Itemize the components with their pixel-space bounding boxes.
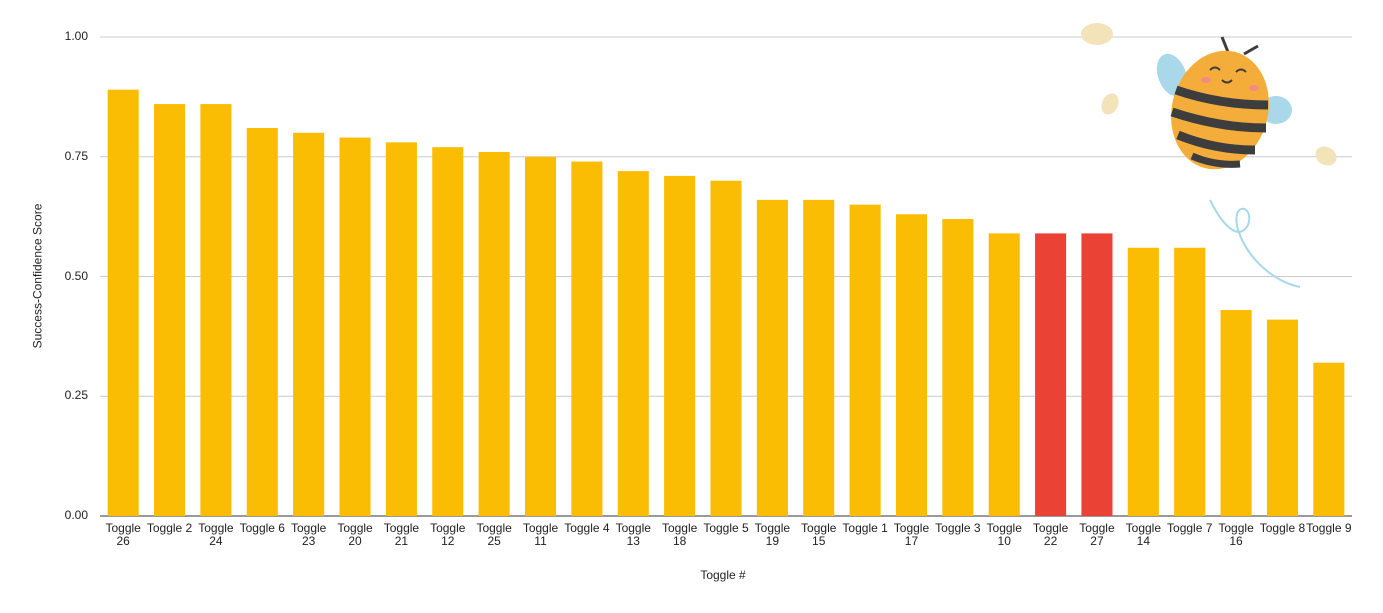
x-tick-label: Toggle 18: [661, 521, 698, 548]
x-tick-label: Toggle 20: [337, 521, 373, 548]
x-tick-label: Toggle 21: [383, 521, 420, 548]
y-tick-label: 0.50: [64, 268, 88, 283]
bar: [432, 147, 464, 517]
bar: [200, 104, 232, 516]
x-tick-label: Toggle 23: [290, 521, 327, 548]
bar: [339, 137, 371, 516]
bar: [293, 132, 325, 517]
bar: [1174, 247, 1206, 516]
bar: [1127, 247, 1159, 516]
bar: [756, 199, 788, 517]
bar: [849, 204, 881, 516]
y-tick-label: 0.25: [64, 388, 88, 403]
x-tick-label: Toggle 4: [564, 521, 610, 535]
y-tick-label: 1.00: [64, 29, 88, 43]
x-tick-label: Toggle 1: [842, 521, 888, 535]
bee-illustration: [1081, 23, 1337, 288]
x-tick-label: Toggle 2: [146, 521, 193, 535]
x-tick-label: Toggle 5: [703, 521, 749, 535]
bar: [1081, 233, 1113, 516]
x-tick-label: Toggle 24: [198, 521, 234, 548]
bar: [803, 199, 835, 517]
x-tick-label: Toggle 16: [1218, 521, 1254, 548]
bar: [571, 161, 603, 517]
x-tick-label: Toggle 17: [893, 521, 930, 548]
bar: [710, 180, 742, 516]
x-tick-label: Toggle 3: [935, 521, 981, 535]
bar: [107, 89, 139, 516]
bar: [664, 175, 696, 516]
bar: [1035, 233, 1067, 516]
x-tick-label: Toggle 13: [615, 521, 651, 548]
x-tick-label: Toggle 11: [522, 521, 559, 548]
bar: [942, 219, 974, 516]
x-tick-label: Toggle 22: [1032, 521, 1069, 548]
bar: [1266, 319, 1298, 516]
x-tick-label: Toggle 15: [801, 521, 837, 548]
bar: [617, 171, 649, 516]
y-tick-label: 0.75: [64, 148, 88, 163]
y-tick-label: 0.00: [64, 508, 88, 522]
bar: [895, 214, 928, 517]
bar: [1220, 310, 1252, 516]
bar: [1313, 362, 1345, 516]
x-tick-label: Toggle 27: [1079, 521, 1115, 548]
x-tick-label: Toggle 12: [430, 521, 466, 548]
bar: [478, 151, 510, 516]
bar: [988, 233, 1020, 516]
x-tick-label: Toggle 9: [1306, 521, 1352, 535]
bar: [246, 128, 278, 516]
x-tick-label: Toggle 6: [239, 521, 285, 535]
x-tick-label: Toggle 7: [1167, 521, 1213, 535]
x-axis-title: Toggle #: [700, 568, 746, 582]
x-tick-label: Toggle 14: [1125, 521, 1162, 548]
x-tick-label: Toggle 25: [476, 521, 512, 548]
x-tick-label: Toggle 26: [105, 521, 141, 548]
bar: [385, 142, 417, 516]
bar: [154, 104, 186, 516]
x-tick-label: Toggle 19: [754, 521, 791, 548]
bar: [524, 156, 557, 516]
x-tick-label: Toggle 8: [1259, 521, 1306, 535]
x-tick-label: Toggle 10: [986, 521, 1022, 548]
